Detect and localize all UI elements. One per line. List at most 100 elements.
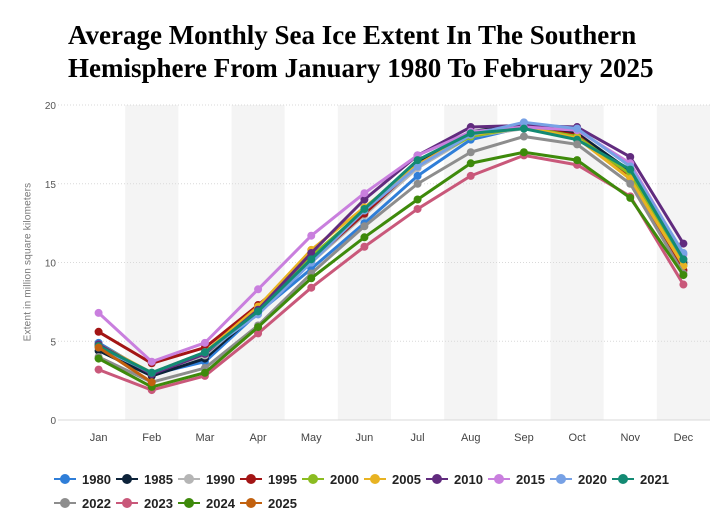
y-tick-label: 15 xyxy=(45,180,57,191)
data-point-2021 xyxy=(147,368,156,377)
x-tick-label: Jul xyxy=(411,432,425,444)
chart-title-line-1: Average Monthly Sea Ice Extent In The So… xyxy=(68,20,637,50)
data-point-2024 xyxy=(254,323,263,332)
data-point-2020 xyxy=(413,162,422,171)
legend-item-2023[interactable]: 2023 xyxy=(116,496,178,511)
data-point-2021 xyxy=(200,348,209,357)
data-point-2023 xyxy=(679,280,688,289)
legend-item-2024[interactable]: 2024 xyxy=(178,496,240,511)
legend-item-1990[interactable]: 1990 xyxy=(178,472,240,487)
data-point-2010 xyxy=(679,239,688,248)
legend-label: 2021 xyxy=(640,471,669,487)
series-line-2023 xyxy=(97,153,685,392)
chart-title-line-2: Hemisphere From January 1980 To February… xyxy=(68,53,654,83)
data-point-2021 xyxy=(307,255,316,264)
data-point-2010 xyxy=(626,152,635,161)
series-line-2021 xyxy=(97,127,685,375)
x-tick-label: Oct xyxy=(569,432,586,444)
legend-item-1995[interactable]: 1995 xyxy=(240,472,302,487)
legend-swatch xyxy=(54,497,76,509)
legend-item-2020[interactable]: 2020 xyxy=(550,472,612,487)
chart-title: Average Monthly Sea Ice Extent In The So… xyxy=(68,19,708,85)
data-point-2022 xyxy=(360,222,369,231)
data-point-2024 xyxy=(466,159,475,168)
data-point-2010 xyxy=(360,195,369,204)
x-tick-label: Sep xyxy=(514,432,534,444)
data-point-2023 xyxy=(94,365,103,374)
legend-row: 2022 2023 2024 2025 xyxy=(54,491,694,515)
legend-item-1980[interactable]: 1980 xyxy=(54,472,116,487)
data-point-2021 xyxy=(679,255,688,264)
data-point-2024 xyxy=(94,354,103,363)
data-point-2024 xyxy=(519,148,528,157)
data-point-2024 xyxy=(573,156,582,165)
legend-swatch xyxy=(550,473,572,485)
x-tick-label: Jan xyxy=(90,432,108,444)
x-tick-label: Apr xyxy=(250,432,267,444)
legend-swatch xyxy=(302,473,324,485)
legend-item-1985[interactable]: 1985 xyxy=(116,472,178,487)
y-tick-label: 20 xyxy=(45,101,57,112)
data-point-2015 xyxy=(307,231,316,240)
data-point-2021 xyxy=(466,129,475,138)
x-tick-label: Mar xyxy=(195,432,214,444)
data-point-2024 xyxy=(626,193,635,202)
data-point-2021 xyxy=(413,156,422,165)
legend-item-2005[interactable]: 2005 xyxy=(364,472,426,487)
legend-swatch xyxy=(364,473,386,485)
legend-item-2021[interactable]: 2021 xyxy=(612,472,674,487)
legend-swatch xyxy=(240,497,262,509)
x-tick-label: Aug xyxy=(461,432,481,444)
legend-label: 2020 xyxy=(578,471,607,487)
legend-label: 1985 xyxy=(144,471,173,487)
data-point-2021 xyxy=(626,165,635,174)
legend-swatch xyxy=(240,473,262,485)
y-tick-label: 5 xyxy=(50,337,56,348)
data-point-2010 xyxy=(307,249,316,258)
legend-swatch xyxy=(612,473,634,485)
legend-item-2022[interactable]: 2022 xyxy=(54,496,116,511)
data-point-2020 xyxy=(573,124,582,133)
series-line-2025 xyxy=(97,346,154,384)
legend-label: 1990 xyxy=(206,471,235,487)
data-point-2025 xyxy=(94,343,103,352)
data-point-1995 xyxy=(94,327,103,336)
data-point-2024 xyxy=(307,274,316,283)
legend-label: 1980 xyxy=(82,471,111,487)
data-point-2024 xyxy=(413,195,422,204)
data-point-2022 xyxy=(413,179,422,188)
legend-label: 1995 xyxy=(268,471,297,487)
legend-row: 1980 1985 1990 1995 2000 2005 2010 2015 2020 2021 xyxy=(54,467,694,491)
x-tick-label: Feb xyxy=(142,432,161,444)
legend-label: 2025 xyxy=(268,495,297,511)
x-tick-label: Jun xyxy=(356,432,374,444)
data-point-2015 xyxy=(360,189,369,198)
line-chart: 0 5 10 15 20 Jan Feb Mar Apr May Jun Jul Aug Sep Oct No… xyxy=(45,101,710,444)
legend-label: 2023 xyxy=(144,495,173,511)
data-point-2023 xyxy=(360,242,369,251)
data-point-2022 xyxy=(519,132,528,141)
y-tick-label: 0 xyxy=(50,416,56,427)
legend-label: 2005 xyxy=(392,471,421,487)
data-point-1980 xyxy=(413,171,422,180)
x-tick-label: May xyxy=(301,432,322,444)
data-point-2021 xyxy=(519,124,528,133)
data-point-2020 xyxy=(519,118,528,127)
legend-item-2015[interactable]: 2015 xyxy=(488,472,550,487)
data-point-2022 xyxy=(466,148,475,157)
legend-label: 2024 xyxy=(206,495,235,511)
legend-swatch xyxy=(178,473,200,485)
legend-item-2025[interactable]: 2025 xyxy=(240,496,302,511)
legend-item-2010[interactable]: 2010 xyxy=(426,472,488,487)
data-point-2021 xyxy=(360,204,369,213)
data-point-2025 xyxy=(147,378,156,387)
data-point-2024 xyxy=(360,233,369,242)
x-tick-label: Dec xyxy=(674,432,694,444)
legend-item-2000[interactable]: 2000 xyxy=(302,472,364,487)
x-tick-label: Nov xyxy=(620,432,640,444)
legend-swatch xyxy=(116,497,138,509)
legend-swatch xyxy=(426,473,448,485)
data-point-2023 xyxy=(413,204,422,213)
data-point-2023 xyxy=(307,283,316,292)
legend-swatch xyxy=(116,473,138,485)
